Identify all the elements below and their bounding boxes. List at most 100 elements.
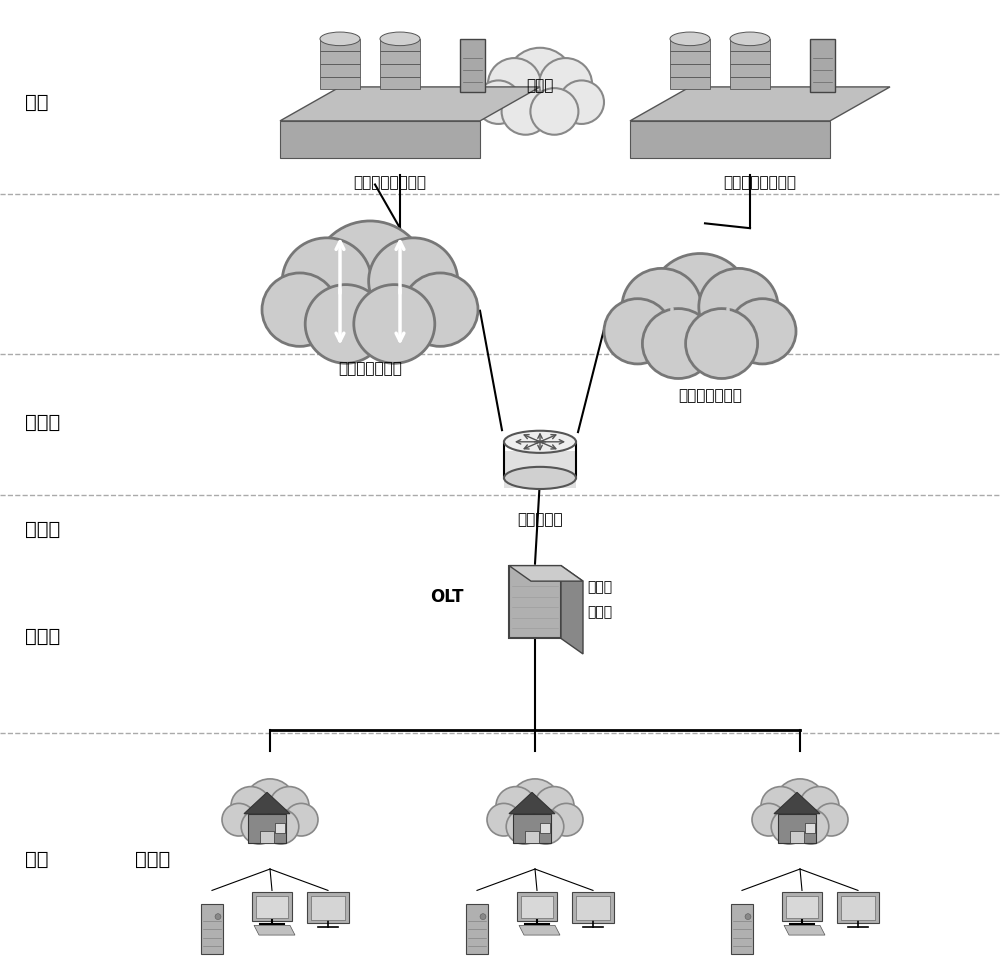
Circle shape xyxy=(622,268,701,346)
Ellipse shape xyxy=(504,431,576,452)
Text: 汇聚点: 汇聚点 xyxy=(587,605,612,619)
Text: 终端: 终端 xyxy=(25,850,48,869)
Circle shape xyxy=(814,803,848,836)
Bar xyxy=(525,831,539,843)
Text: 广播单向业务平台: 广播单向业务平台 xyxy=(724,175,796,189)
Circle shape xyxy=(305,285,386,363)
Bar xyxy=(521,896,553,918)
Bar xyxy=(730,77,770,89)
Polygon shape xyxy=(280,120,480,158)
Bar xyxy=(320,51,360,64)
Text: 单向业务传输网: 单向业务传输网 xyxy=(678,388,742,403)
Polygon shape xyxy=(561,565,583,654)
Circle shape xyxy=(402,273,478,347)
Circle shape xyxy=(282,238,371,324)
Polygon shape xyxy=(630,120,830,158)
Bar xyxy=(841,896,875,920)
Bar xyxy=(320,39,360,51)
Circle shape xyxy=(263,809,299,844)
Bar xyxy=(730,51,770,64)
Ellipse shape xyxy=(730,32,770,46)
Circle shape xyxy=(284,803,318,836)
Bar xyxy=(311,896,345,920)
Text: 家庭网: 家庭网 xyxy=(135,850,170,869)
Polygon shape xyxy=(774,792,820,814)
Circle shape xyxy=(528,809,564,844)
Circle shape xyxy=(799,787,839,825)
Circle shape xyxy=(534,787,574,825)
Bar xyxy=(260,831,274,843)
Polygon shape xyxy=(519,925,560,935)
Circle shape xyxy=(369,238,458,324)
Bar xyxy=(730,39,770,51)
Bar xyxy=(670,51,710,64)
Circle shape xyxy=(752,803,786,836)
Bar xyxy=(460,39,485,92)
Bar xyxy=(252,892,292,921)
Bar xyxy=(576,896,610,920)
Circle shape xyxy=(745,914,751,920)
Circle shape xyxy=(313,221,427,331)
Bar xyxy=(810,39,835,92)
Bar xyxy=(670,64,710,77)
Circle shape xyxy=(480,914,486,920)
Text: 双向业务传输网: 双向业务传输网 xyxy=(338,361,402,376)
Bar xyxy=(730,64,770,77)
Text: 办公网: 办公网 xyxy=(526,78,554,93)
Text: 广电双向业务平台: 广电双向业务平台 xyxy=(354,175,426,189)
Bar xyxy=(307,892,349,923)
Bar xyxy=(837,892,879,923)
Circle shape xyxy=(506,48,574,113)
Bar xyxy=(320,77,360,89)
Polygon shape xyxy=(509,792,555,814)
Polygon shape xyxy=(254,925,295,935)
Circle shape xyxy=(650,253,750,352)
Bar xyxy=(320,64,360,77)
Bar xyxy=(380,64,420,77)
Ellipse shape xyxy=(504,467,576,489)
Circle shape xyxy=(699,268,778,346)
Bar xyxy=(380,51,420,64)
Bar xyxy=(466,904,488,954)
Bar xyxy=(504,451,576,488)
Bar xyxy=(670,39,710,51)
Bar xyxy=(248,814,286,843)
Circle shape xyxy=(506,809,542,844)
Bar xyxy=(778,814,816,843)
Circle shape xyxy=(530,88,578,135)
Circle shape xyxy=(510,779,560,828)
Bar xyxy=(790,831,804,843)
Bar xyxy=(275,823,285,833)
Circle shape xyxy=(476,81,521,124)
Circle shape xyxy=(488,58,541,110)
Bar xyxy=(540,823,550,833)
Circle shape xyxy=(604,299,671,364)
Bar xyxy=(517,892,557,921)
Polygon shape xyxy=(280,86,540,120)
Circle shape xyxy=(686,309,758,379)
Bar xyxy=(731,904,753,954)
Text: 前端: 前端 xyxy=(25,92,48,112)
Bar xyxy=(805,823,815,833)
Ellipse shape xyxy=(670,32,710,46)
Text: 接入网: 接入网 xyxy=(587,581,612,594)
Circle shape xyxy=(549,803,583,836)
Bar xyxy=(513,814,551,843)
Circle shape xyxy=(215,914,221,920)
Polygon shape xyxy=(784,925,825,935)
Polygon shape xyxy=(630,86,890,120)
Bar xyxy=(380,77,420,89)
Circle shape xyxy=(729,299,796,364)
Circle shape xyxy=(245,779,295,828)
Text: 核心路由器: 核心路由器 xyxy=(517,512,563,526)
Bar xyxy=(201,904,223,954)
Circle shape xyxy=(241,809,277,844)
Polygon shape xyxy=(509,565,561,639)
Circle shape xyxy=(502,88,550,135)
Circle shape xyxy=(496,787,536,825)
Bar xyxy=(670,77,710,89)
Text: OLT: OLT xyxy=(430,588,464,606)
Circle shape xyxy=(775,779,825,828)
Bar xyxy=(786,896,818,918)
Bar xyxy=(380,39,420,51)
